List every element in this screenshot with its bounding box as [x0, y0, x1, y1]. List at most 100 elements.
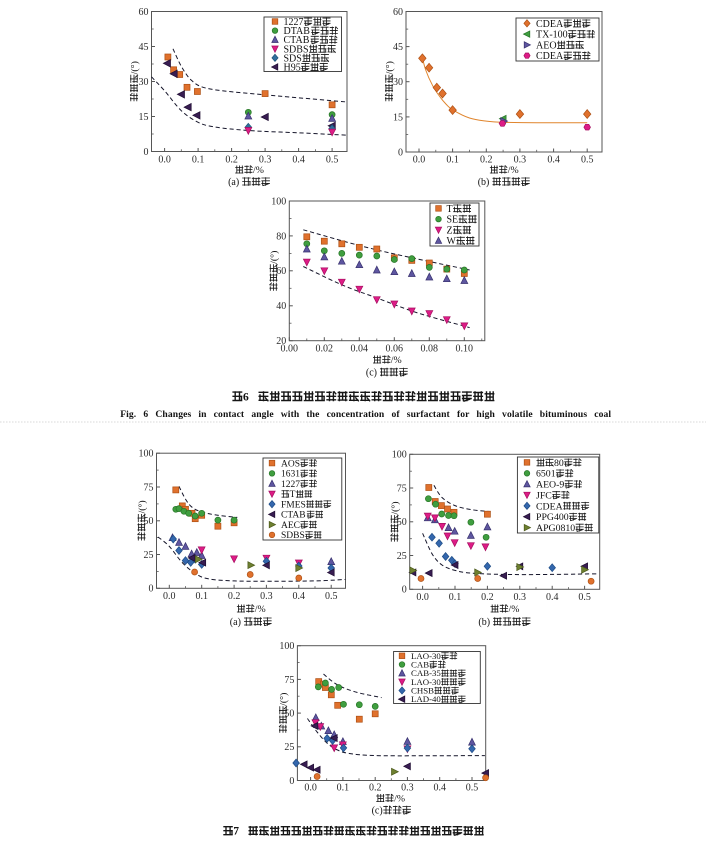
svg-text:CAB-35: CAB-35 [411, 668, 441, 678]
svg-text:(c): (c) [372, 806, 383, 817]
svg-text:100: 100 [279, 641, 294, 652]
svg-text:6: 6 [243, 391, 249, 403]
svg-text:SE: SE [447, 215, 459, 226]
svg-text:/%: /% [508, 165, 519, 176]
svg-text:30: 30 [393, 77, 403, 88]
svg-text:15: 15 [139, 112, 149, 123]
svg-text:AOS: AOS [281, 459, 300, 469]
svg-text:0.1: 0.1 [449, 592, 462, 603]
svg-text:Fig. 6 Changes in contact ang: Fig. 6 Changes in contact angle with the… [120, 409, 611, 420]
svg-text:60: 60 [276, 266, 286, 277]
svg-text:1631: 1631 [281, 470, 300, 480]
svg-text:0.3: 0.3 [401, 783, 414, 794]
svg-text:/(°): /(°) [384, 61, 395, 74]
svg-text:APG0810: APG0810 [536, 523, 575, 534]
svg-text:CDEA: CDEA [536, 51, 564, 62]
svg-text:LAO-30: LAO-30 [411, 677, 441, 687]
svg-text:20: 20 [276, 336, 286, 347]
svg-text:0: 0 [149, 584, 154, 595]
svg-text:0: 0 [144, 147, 149, 158]
svg-text:/(°): /(°) [390, 501, 401, 514]
svg-text:0.04: 0.04 [351, 344, 369, 355]
svg-text:FMES: FMES [281, 500, 306, 510]
svg-text:0.0: 0.0 [163, 591, 176, 602]
svg-text:80: 80 [276, 231, 286, 242]
svg-text:AEC: AEC [281, 521, 300, 531]
svg-text:LAD-40: LAD-40 [411, 694, 441, 704]
svg-text:/%: /% [509, 604, 520, 615]
svg-text:0.06: 0.06 [386, 344, 404, 355]
svg-text:SDBS: SDBS [284, 44, 309, 55]
svg-text:/(°): /(°) [269, 251, 280, 264]
svg-text:0.0: 0.0 [413, 155, 426, 166]
svg-text:40: 40 [276, 301, 286, 312]
svg-text:CAB: CAB [411, 660, 429, 670]
svg-text:0.4: 0.4 [292, 155, 305, 166]
svg-text:75: 75 [284, 675, 294, 686]
svg-text:0.5: 0.5 [326, 155, 339, 166]
svg-text:TX-100: TX-100 [536, 30, 568, 41]
svg-text:(c): (c) [366, 368, 377, 379]
svg-text:0.3: 0.3 [514, 155, 527, 166]
svg-text:0.5: 0.5 [466, 783, 479, 794]
svg-text:75: 75 [397, 483, 407, 494]
svg-text:/(°): /(°) [129, 61, 140, 74]
svg-text:/(°): /(°) [278, 693, 289, 706]
svg-text:0: 0 [398, 147, 403, 158]
svg-text:JFC: JFC [536, 490, 552, 501]
svg-text:25: 25 [397, 551, 407, 562]
svg-text:0.02: 0.02 [316, 344, 334, 355]
svg-text:0.1: 0.1 [192, 155, 205, 166]
svg-text:100: 100 [392, 450, 407, 461]
svg-text:/%: /% [391, 355, 402, 366]
svg-text:CTAB: CTAB [284, 35, 310, 46]
svg-text:50: 50 [284, 709, 294, 720]
svg-text:60: 60 [393, 7, 403, 18]
svg-text:(a): (a) [228, 177, 239, 188]
svg-text:/%: /% [253, 165, 264, 176]
svg-text:CTAB: CTAB [281, 511, 306, 521]
svg-text:/(°): /(°) [137, 500, 148, 513]
svg-text:0.5: 0.5 [581, 155, 594, 166]
svg-text:100: 100 [139, 449, 154, 460]
svg-text:100: 100 [271, 196, 286, 207]
svg-text:45: 45 [393, 42, 403, 53]
svg-text:75: 75 [144, 482, 154, 493]
svg-text:0.5: 0.5 [325, 591, 338, 602]
svg-text:0: 0 [289, 776, 294, 787]
svg-text:0.4: 0.4 [546, 592, 559, 603]
svg-text:Z: Z [447, 225, 453, 236]
svg-text:LAO-30: LAO-30 [411, 651, 441, 661]
svg-text:50: 50 [397, 517, 407, 528]
svg-text:15: 15 [393, 112, 403, 123]
svg-text:0.4: 0.4 [293, 591, 306, 602]
svg-text:0.5: 0.5 [578, 592, 591, 603]
svg-text:(b): (b) [478, 617, 490, 628]
svg-text:60: 60 [139, 7, 149, 18]
svg-text:SDS: SDS [284, 53, 302, 64]
svg-text:DTAB: DTAB [284, 26, 311, 37]
svg-text:(b): (b) [478, 177, 490, 188]
svg-text:0.0: 0.0 [304, 783, 317, 794]
svg-text:0.1: 0.1 [337, 783, 350, 794]
svg-text:7: 7 [233, 826, 239, 838]
svg-text:CDEA: CDEA [536, 501, 563, 512]
svg-text:PPG400: PPG400 [536, 512, 569, 523]
svg-text:0.2: 0.2 [369, 783, 382, 794]
svg-text:CHSB: CHSB [411, 686, 434, 696]
svg-text:0.2: 0.2 [481, 592, 494, 603]
svg-text:AEO: AEO [536, 40, 557, 51]
svg-text:0.3: 0.3 [514, 592, 527, 603]
svg-text:0.1: 0.1 [446, 155, 459, 166]
svg-text:0.4: 0.4 [547, 155, 560, 166]
svg-text:W: W [447, 236, 457, 247]
svg-text:30: 30 [139, 77, 149, 88]
svg-text:50: 50 [144, 516, 154, 527]
svg-text:6501: 6501 [536, 469, 556, 480]
svg-text:0: 0 [402, 585, 407, 596]
svg-text:T: T [447, 204, 453, 215]
svg-text:0.2: 0.2 [225, 155, 238, 166]
svg-text:80: 80 [554, 458, 564, 469]
svg-text:SDBS: SDBS [281, 531, 305, 541]
svg-text:0.0: 0.0 [416, 592, 429, 603]
